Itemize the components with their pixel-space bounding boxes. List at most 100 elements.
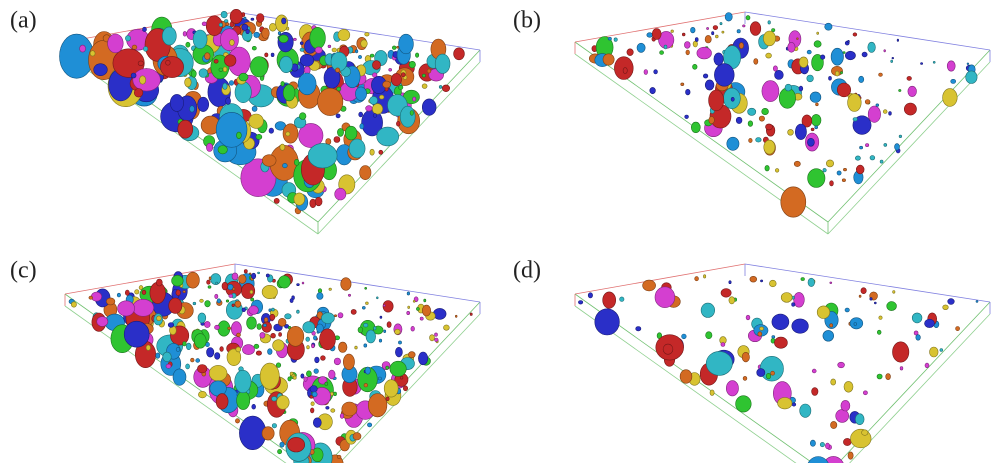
pore [383, 305, 385, 307]
pore [703, 74, 708, 78]
pore [721, 289, 731, 298]
pore [401, 73, 405, 77]
pore [650, 87, 656, 93]
pore [334, 137, 340, 143]
pore [807, 138, 814, 146]
pore [706, 351, 732, 375]
pore [166, 60, 171, 65]
pore [455, 315, 457, 317]
pore [163, 352, 172, 362]
pore [693, 64, 698, 69]
pore [244, 270, 247, 274]
pore [454, 48, 465, 60]
pore [235, 370, 251, 393]
pore [627, 49, 633, 56]
pore [721, 343, 725, 347]
pore [976, 300, 978, 302]
pore [290, 299, 293, 303]
pore [766, 373, 770, 379]
pore [239, 275, 247, 284]
pore [403, 386, 407, 391]
pore [930, 347, 939, 357]
pore [424, 299, 426, 302]
pore [407, 292, 410, 295]
pore [143, 27, 147, 31]
pore [588, 293, 592, 298]
pore [252, 404, 256, 409]
pore [294, 159, 299, 165]
pore [328, 45, 331, 48]
pore [883, 110, 887, 114]
pore [89, 296, 93, 299]
pore [691, 27, 696, 33]
pore [792, 319, 809, 333]
pore [278, 318, 286, 326]
pore [170, 94, 183, 111]
pore [288, 437, 305, 452]
pore [715, 35, 718, 38]
pore [226, 300, 229, 302]
pore [168, 323, 174, 328]
pore [224, 20, 228, 23]
pore [925, 363, 929, 368]
pore [863, 391, 867, 395]
pore [830, 181, 834, 186]
pore [815, 126, 818, 129]
pore [781, 187, 806, 217]
pore [643, 280, 656, 291]
pore [379, 339, 382, 342]
pore [817, 32, 819, 34]
pore [378, 377, 381, 380]
pore [680, 370, 692, 384]
pore [854, 323, 857, 326]
pore [647, 33, 653, 38]
pore [799, 57, 808, 68]
pore [921, 63, 923, 65]
pore [899, 89, 901, 91]
pore [400, 106, 415, 127]
pore [312, 344, 315, 348]
pore [365, 33, 369, 37]
pore [361, 40, 368, 48]
pore [422, 99, 436, 115]
pore [314, 369, 319, 374]
panel-label: (b) [513, 8, 541, 34]
pore [758, 332, 762, 336]
pore [701, 303, 715, 317]
panel-label: (a) [10, 8, 37, 34]
pore [800, 404, 811, 417]
pore [387, 322, 391, 328]
pore [766, 124, 773, 130]
pore [664, 45, 667, 49]
pore [293, 38, 296, 40]
pore [294, 193, 305, 205]
pore [134, 89, 143, 98]
pore [310, 27, 326, 49]
pore [848, 94, 862, 112]
pore [281, 81, 285, 86]
pore [413, 97, 416, 101]
pore [160, 56, 183, 77]
pore [232, 304, 235, 307]
pore [197, 365, 207, 373]
pore [792, 403, 796, 406]
pore [660, 51, 664, 55]
pore [251, 298, 254, 301]
pore [80, 45, 86, 52]
pore [156, 279, 162, 286]
pore [907, 76, 912, 80]
pore [685, 115, 689, 119]
pore [269, 23, 276, 31]
pore [470, 313, 472, 316]
pore [811, 114, 821, 126]
pore [933, 61, 935, 63]
pore [200, 299, 204, 302]
pore [194, 334, 206, 349]
pore [379, 150, 383, 154]
pore [215, 294, 218, 298]
pore [411, 326, 415, 331]
pore [821, 55, 825, 59]
pore [190, 106, 195, 112]
pore [435, 54, 450, 73]
pore [825, 23, 832, 30]
